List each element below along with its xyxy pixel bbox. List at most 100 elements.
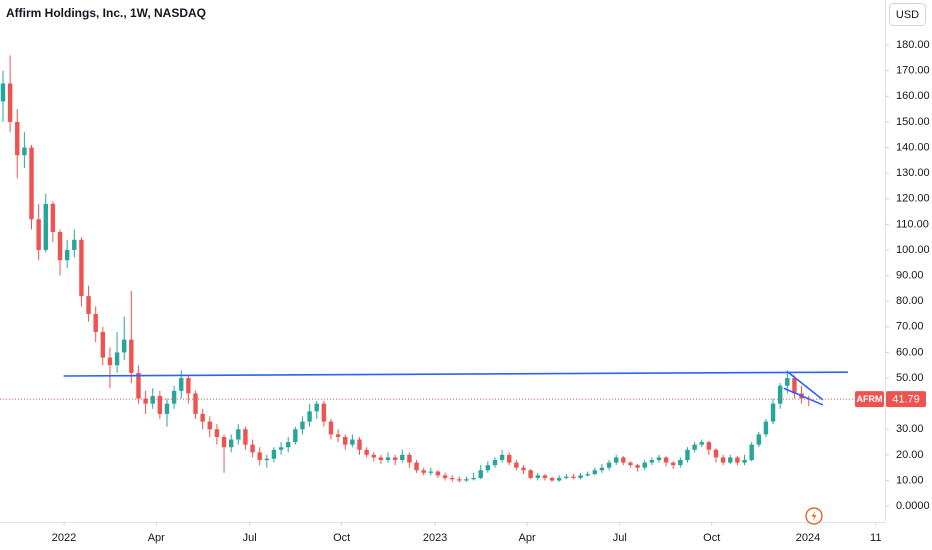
candle-body: [307, 411, 312, 422]
candle-body: [592, 470, 598, 475]
candle-body: [578, 475, 583, 478]
candle-body: [713, 449, 719, 458]
candle-body: [720, 457, 726, 463]
candle-body: [606, 462, 612, 468]
candle-body: [777, 385, 783, 404]
candle-body: [749, 444, 754, 461]
candle-body: [278, 447, 284, 450]
candle-body: [171, 390, 177, 404]
candle-body: [414, 462, 419, 471]
currency-label[interactable]: USD: [896, 9, 919, 21]
candle-body: [649, 460, 655, 463]
candle-body: [257, 452, 262, 461]
candle-body: [186, 378, 191, 394]
candle-body: [86, 296, 91, 315]
y-tick-label: 120.00: [896, 193, 930, 205]
candle-body: [271, 449, 277, 459]
event-icon-bolt: [811, 511, 817, 521]
y-tick-label: 60.00: [896, 346, 924, 358]
candle-body: [328, 421, 334, 435]
y-tick-label: 180.00: [896, 39, 930, 51]
y-tick-label: 170.00: [896, 65, 930, 77]
y-tick-label: 160.00: [896, 90, 930, 102]
x-tick-label: 2023: [423, 532, 447, 544]
x-tick-label: Jul: [243, 532, 257, 544]
candle-body: [72, 239, 77, 250]
candle-body: [15, 121, 20, 156]
candle-body: [121, 339, 127, 353]
candle-body: [0, 83, 6, 102]
overlay: [0, 371, 885, 406]
candle-body: [706, 442, 712, 450]
candle-body: [585, 474, 590, 476]
candle-body: [236, 429, 241, 440]
candle-body: [556, 477, 562, 481]
candle-body: [157, 395, 163, 414]
last-price-badge: [886, 391, 926, 408]
chart-title: Affirm Holdings, Inc., 1W, NASDAQ: [6, 6, 206, 20]
candle-body: [136, 372, 141, 399]
candle-body: [528, 470, 533, 478]
y-tick-label: 70.00: [896, 321, 924, 333]
trendline: [783, 387, 824, 406]
candle-body: [143, 398, 148, 404]
y-tick-label: 90.00: [896, 270, 924, 282]
x-tick-label: Oct: [333, 532, 350, 544]
x-tick-label: Apr: [519, 532, 536, 544]
x-tick-label: Jul: [613, 532, 627, 544]
candle-body: [79, 239, 84, 297]
x-tick-label: 11: [870, 532, 881, 544]
candle-body: [442, 475, 448, 478]
candle-body: [250, 444, 255, 453]
y-tick-label: 100.00: [896, 244, 930, 256]
candle-body: [114, 352, 120, 366]
candle-body: [193, 393, 198, 414]
candle-body: [107, 357, 113, 366]
candle-body: [564, 476, 569, 478]
candle-body: [549, 477, 555, 481]
candle-body: [36, 219, 41, 250]
candle-body: [243, 429, 248, 445]
candle-body: [671, 462, 676, 466]
candle-body: [7, 83, 13, 122]
symbol-badge: [855, 391, 884, 408]
trendline: [63, 371, 848, 377]
candle-body: [371, 454, 376, 458]
candle-body: [93, 314, 98, 332]
candle-body: [214, 429, 220, 437]
candle-body: [200, 413, 205, 422]
candle-body: [628, 462, 633, 466]
candle-body: [656, 457, 662, 461]
candle-body: [763, 421, 769, 435]
candle-body: [678, 460, 683, 466]
candle-body: [642, 462, 647, 468]
candle-body: [264, 458, 270, 461]
candle-body: [407, 454, 412, 463]
candle-body: [728, 457, 733, 463]
candle-body: [129, 339, 134, 373]
candle-body: [428, 471, 434, 473]
candle-body: [164, 403, 170, 414]
candle-body: [535, 475, 540, 478]
y-tick-label: 30.00: [896, 423, 924, 435]
candle-body: [64, 249, 70, 261]
candle-body: [100, 331, 106, 358]
last-price-label: 41.79: [892, 393, 920, 405]
candle-body: [43, 203, 48, 250]
y-tick-label: 20.00: [896, 449, 924, 461]
candle-body: [792, 378, 797, 394]
y-tick-label: 0.0000: [896, 500, 930, 512]
candle-body: [293, 429, 298, 443]
candle-body: [350, 439, 355, 445]
candle-body: [492, 460, 498, 466]
candle-body: [392, 457, 398, 461]
x-tick-label: Oct: [703, 532, 720, 544]
candle-body: [770, 403, 776, 422]
candle-body: [613, 457, 619, 463]
candle-body: [400, 454, 405, 461]
currency-button[interactable]: [889, 3, 926, 26]
candle-body: [300, 421, 305, 430]
